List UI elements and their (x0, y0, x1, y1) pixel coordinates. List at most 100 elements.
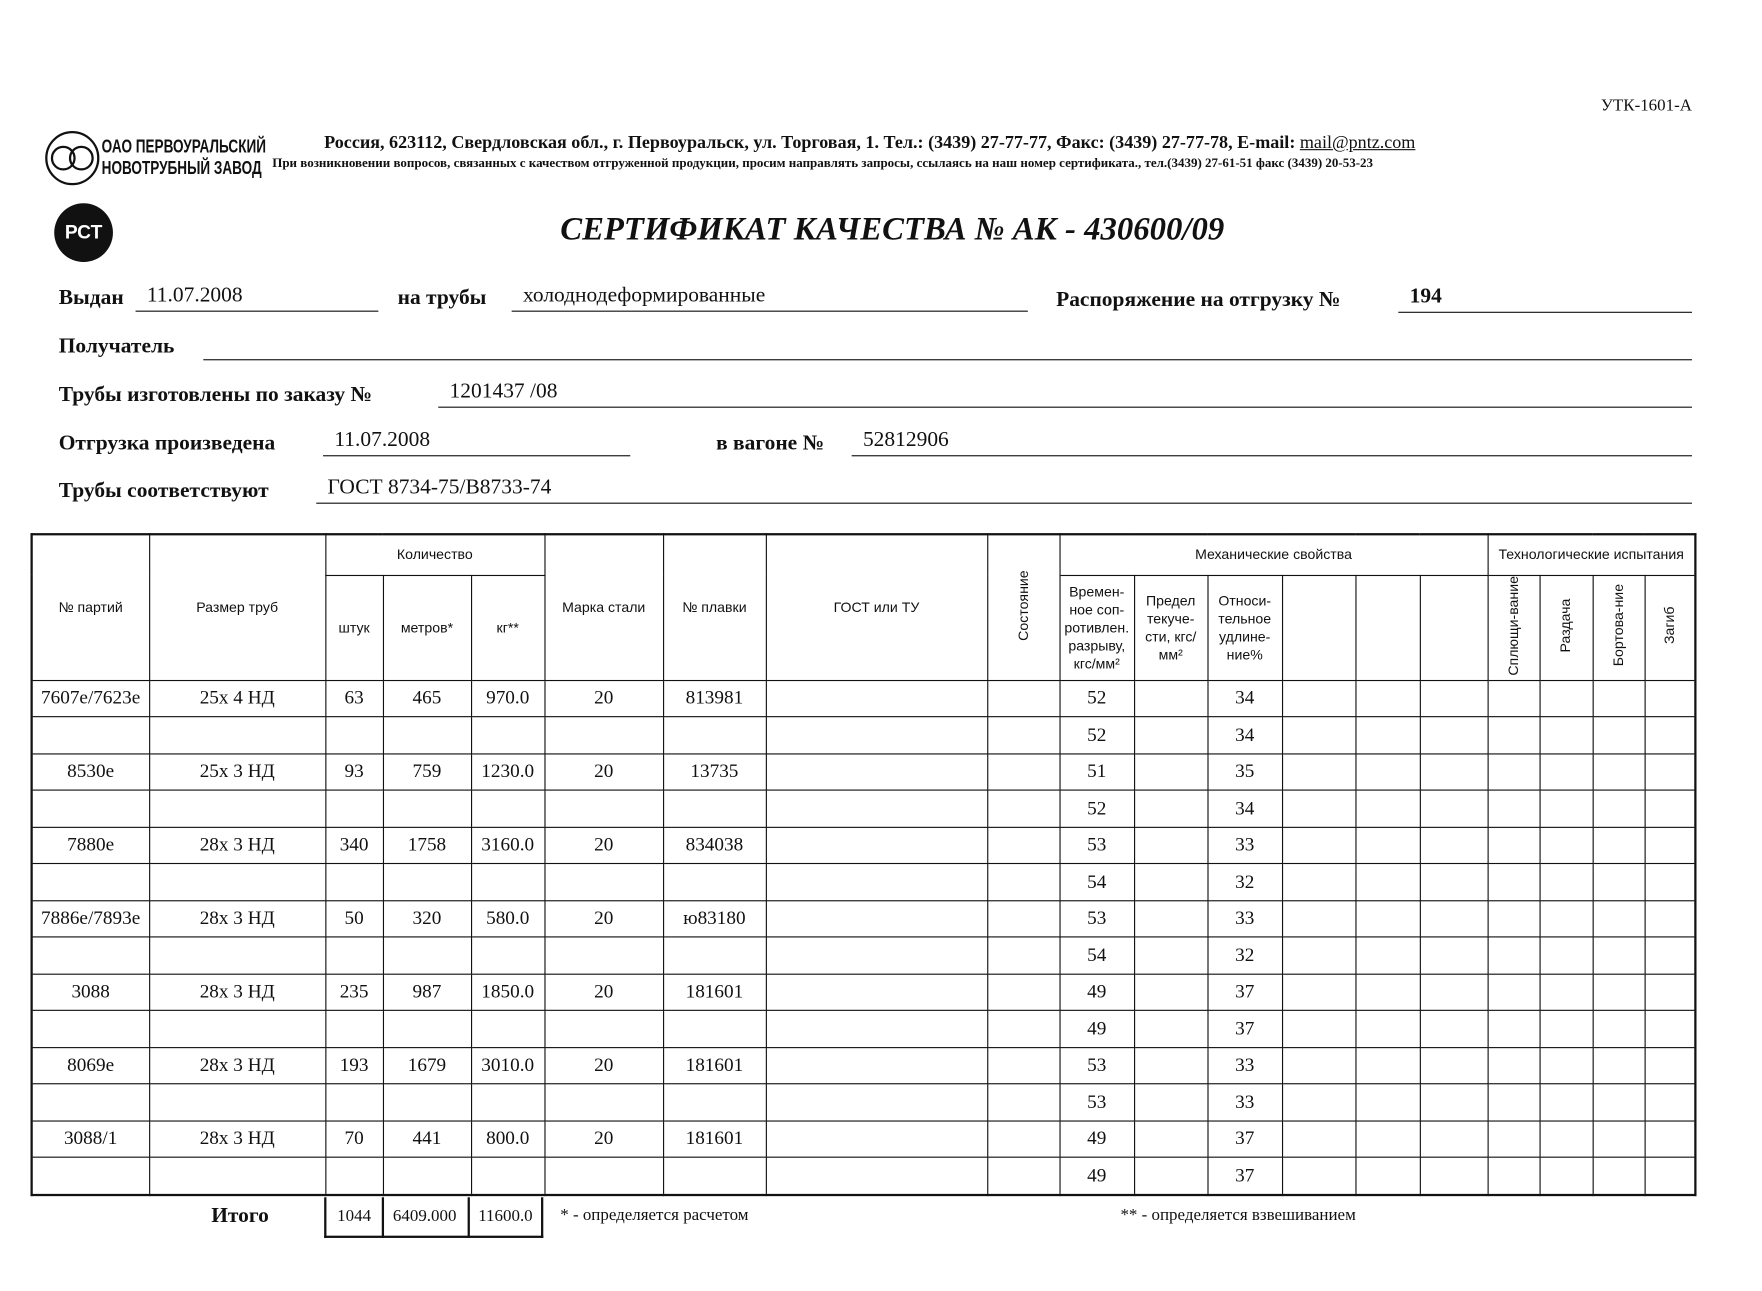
cell-flattening (1486, 899, 1541, 938)
cell-extra (1419, 1009, 1489, 1048)
cell-pcs (324, 1009, 384, 1048)
cell-pcs (324, 863, 384, 901)
cell-state (986, 716, 1061, 755)
company-name-1: ОАО ПЕРВОУРАЛЬСКИЙ (101, 137, 266, 158)
total-meters: 6409.000 (381, 1197, 470, 1238)
header-tensile: Времен-ное соп-ротивлен. разрыву, кгс/мм… (1058, 574, 1135, 681)
cell-extra (1419, 1083, 1489, 1122)
cell-elongation: 33 (1206, 1046, 1283, 1085)
cell-extra (1419, 1156, 1489, 1196)
cell-yield (1133, 1009, 1209, 1048)
cell-pcs: 50 (324, 899, 384, 938)
cell-elongation: 37 (1206, 1120, 1283, 1158)
wagon-label: в вагоне № (716, 431, 825, 456)
order-label: Распоряжение на отгрузку № (1056, 288, 1341, 312)
cell-heat (662, 789, 767, 828)
cell-state (986, 679, 1061, 718)
cell-yield (1133, 1083, 1209, 1122)
header-quantity: Количество (324, 533, 545, 576)
cell-heat (662, 863, 767, 901)
cell-extra (1281, 899, 1356, 938)
cell-flanging (1592, 973, 1646, 1012)
email-link[interactable]: mail@pntz.com (1299, 133, 1416, 153)
cell-steel: 20 (543, 899, 664, 938)
cell-flattening (1486, 936, 1541, 975)
cell-bend (1643, 1009, 1696, 1048)
cell-steel: 20 (543, 1046, 664, 1085)
cell-bend (1643, 899, 1696, 938)
header-yield: Предел текуче-сти, кгс/мм² (1133, 574, 1209, 681)
cell-state (986, 789, 1061, 828)
cell-tensile: 49 (1058, 973, 1135, 1012)
cell-extra (1419, 936, 1489, 975)
cell-gost (765, 1156, 988, 1196)
cell-extra (1281, 973, 1356, 1012)
cell-gost (765, 1120, 988, 1158)
cell-gost (765, 679, 988, 718)
weigh-note: ** - определяется взвешиванием (1120, 1206, 1356, 1225)
cell-tensile: 54 (1058, 863, 1135, 901)
cell-kg: 800.0 (470, 1120, 545, 1158)
cell-steel (543, 863, 664, 901)
cell-elongation: 37 (1206, 1009, 1283, 1048)
cell-kg (470, 789, 545, 828)
cell-yield (1133, 1046, 1209, 1085)
cell-yield (1133, 753, 1209, 791)
cell-extra (1354, 863, 1421, 901)
cell-extra (1354, 1120, 1421, 1158)
cell-kg: 970.0 (470, 679, 545, 718)
conform-field: ГОСТ 8734-75/В8733-74 (316, 476, 1692, 504)
cell-state (986, 863, 1061, 901)
cell-extra (1354, 1046, 1421, 1085)
cell-expansion (1538, 716, 1594, 755)
header-tech: Технологические испытания (1486, 533, 1696, 576)
cell-extra (1354, 679, 1421, 718)
cell-expansion (1538, 789, 1594, 828)
table-row: 52 34 (31, 789, 1696, 828)
form-code: УТК-1601-А (1600, 97, 1692, 116)
table-row: 7607е/7623е 25х 4 НД 63 465 970.0 20 813981 52 3… (31, 679, 1696, 718)
cell-yield (1133, 936, 1209, 975)
header-meters: метров* (382, 574, 472, 681)
cell-bend (1643, 863, 1696, 901)
cell-flattening (1486, 716, 1541, 755)
cell-meters: 441 (382, 1120, 472, 1158)
cell-elongation: 35 (1206, 753, 1283, 791)
cell-batch: 7886е/7893е (31, 899, 150, 938)
cell-pcs (324, 936, 384, 975)
cell-kg (470, 1009, 545, 1048)
cell-extra (1281, 1120, 1356, 1158)
header-empty (1281, 574, 1356, 681)
wagon-field: 52812906 (851, 428, 1692, 457)
cell-flanging (1592, 716, 1646, 755)
cell-heat (662, 716, 767, 755)
cell-flanging (1592, 863, 1646, 901)
cell-batch (31, 863, 150, 901)
cell-size (148, 716, 326, 755)
cell-extra (1281, 1083, 1356, 1122)
calc-note: * - определяется расчетом (560, 1206, 749, 1225)
cell-batch (31, 936, 150, 975)
cell-heat: 181601 (662, 973, 767, 1012)
cell-size: 28х 3 НД (148, 1120, 326, 1158)
cell-tensile: 52 (1058, 716, 1135, 755)
cell-extra (1354, 1156, 1421, 1196)
cell-size (148, 789, 326, 828)
cell-extra (1419, 899, 1489, 938)
header-bend: Загиб (1643, 574, 1696, 681)
cell-meters: 1758 (382, 826, 472, 865)
cell-flattening (1486, 789, 1541, 828)
page-title: СЕРТИФИКАТ КАЧЕСТВА № АК - 430600/09 (560, 211, 1225, 248)
cell-tensile: 49 (1058, 1156, 1135, 1196)
cell-yield (1133, 789, 1209, 828)
total-pcs: 1044 (324, 1197, 385, 1238)
header-elongation: Относи-тельное удлине-ние% (1206, 574, 1283, 681)
cell-tensile: 49 (1058, 1120, 1135, 1158)
cell-yield (1133, 679, 1209, 718)
cell-steel (543, 936, 664, 975)
cell-size: 28х 3 НД (148, 899, 326, 938)
cell-tensile: 54 (1058, 936, 1135, 975)
cell-expansion (1538, 1156, 1594, 1196)
cell-kg: 3160.0 (470, 826, 545, 865)
